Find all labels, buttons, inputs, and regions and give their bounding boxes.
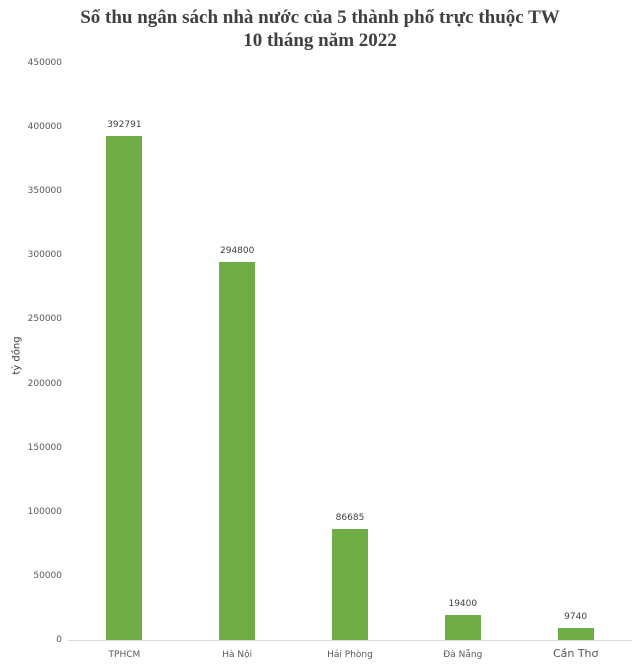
chart-subtitle: 10 tháng năm 2022 (243, 30, 397, 51)
data-label: 19400 (448, 599, 478, 610)
bar (444, 615, 481, 640)
y-tick-label: 350000 (27, 186, 62, 197)
data-label: 392791 (107, 120, 142, 131)
y-tick-label: 300000 (27, 250, 62, 261)
x-tick-label: Hà Nội (222, 650, 253, 660)
bar (557, 627, 594, 640)
data-label: 294800 (220, 246, 255, 256)
bar (219, 262, 256, 640)
bar (332, 528, 368, 640)
x-tick-label: TPHCM (108, 650, 141, 660)
bar (106, 136, 143, 640)
data-label: 86685 (335, 512, 365, 523)
x-tick-label: Cần Thơ (552, 647, 599, 660)
y-axis-label: tỷ đồng (11, 336, 23, 375)
y-tick-label: 50000 (33, 570, 62, 581)
x-axis-line (68, 640, 632, 641)
y-tick-label: 200000 (27, 378, 62, 389)
x-tick-label: Hải Phòng (327, 650, 373, 660)
y-tick-label: 0 (56, 635, 62, 645)
y-tick-label: 400000 (27, 122, 62, 133)
chart-title: Số thu ngân sách nhà nước của 5 thành ph… (0, 6, 640, 52)
y-tick-label: 100000 (27, 506, 62, 517)
y-tick-label: 150000 (27, 442, 62, 453)
y-tick-label: 450000 (27, 58, 62, 68)
chart-title-line1: Số thu ngân sách nhà nước của 5 thành ph… (80, 7, 560, 28)
data-label: 9740 (564, 611, 588, 622)
y-tick-label: 250000 (27, 314, 62, 325)
x-tick-label: Đà Nẵng (443, 650, 483, 660)
